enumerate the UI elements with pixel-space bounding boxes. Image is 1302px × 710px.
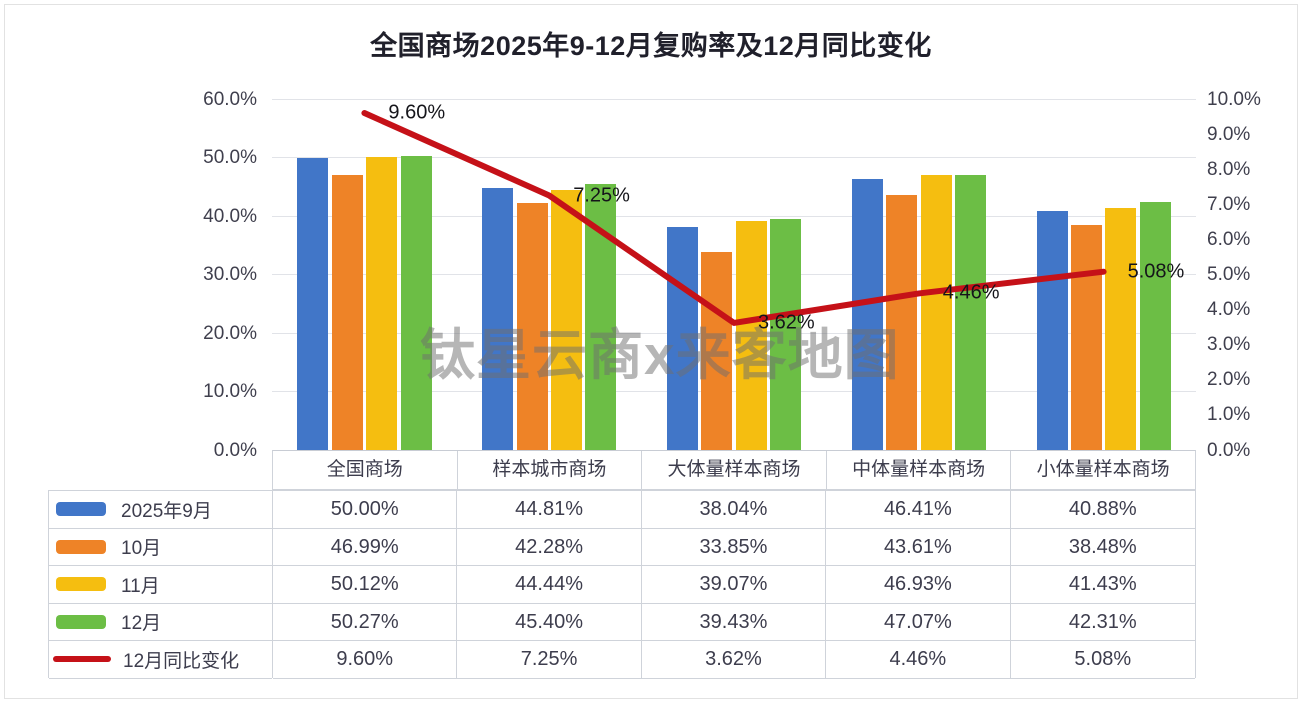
table-cell: 44.81% (457, 491, 642, 529)
table-cell: 50.00% (273, 491, 458, 529)
bar-12月-小体量样本商场 (1139, 202, 1171, 450)
left-axis-tick: 20.0% (203, 322, 257, 344)
table-cell: 50.27% (273, 603, 458, 641)
bar-12月-全国商场 (400, 155, 432, 450)
legend-item-12月: 12月 (49, 604, 272, 641)
line-data-label: 4.46% (942, 281, 1000, 304)
legend-label: 12月 (121, 613, 162, 635)
table-cell: 47.07% (826, 603, 1011, 641)
right-axis-tick: 3.0% (1207, 334, 1251, 356)
table-header-cell: 小体量样本商场 (1036, 459, 1170, 480)
table-header-cell: 大体量样本商场 (642, 451, 827, 489)
legend-label: 12月同比变化 (123, 650, 240, 672)
right-axis-tick: 6.0% (1207, 228, 1251, 250)
gridline (272, 332, 1196, 334)
left-axis-tick: 30.0% (203, 264, 257, 285)
table-cell: 33.85% (641, 528, 827, 566)
table-cell: 46.41% (826, 491, 1011, 529)
left-axis-tick: 10.0% (203, 381, 257, 402)
bar-2025年9月-全国商场 (297, 157, 329, 450)
watermark-text: 钛星云商x来客地图 (420, 324, 900, 386)
legend-line-key-icon (53, 656, 111, 663)
table-header-cell: 样本城市商场 (458, 451, 643, 489)
right-axis-tick: 10.0% (1207, 88, 1261, 110)
right-axis-tick: 2.0% (1207, 369, 1251, 391)
chart-title: 全国商场2025年9-12月复购率及12月同比变化 (370, 31, 932, 61)
right-axis-tick: 9.0% (1207, 123, 1251, 145)
legend-item-12月同比变化: 12月同比变化 (49, 641, 272, 679)
legend-label: 11月 (121, 575, 160, 597)
table-cell: 38.04% (641, 491, 827, 529)
table-cell: 46.93% (826, 566, 1011, 604)
bar-10月-全国商场 (331, 175, 363, 450)
legend-column: 2025年9月 10月 11月 12月 12月同比变化 (48, 490, 272, 679)
legend-swatch-icon (56, 502, 106, 517)
table-cell: 46.99% (273, 528, 458, 566)
right-axis-tick: 8.0% (1207, 158, 1251, 180)
table-cell: 44.44% (457, 566, 642, 604)
table-cell: 7.25% (457, 641, 642, 679)
left-axis-tick: 40.0% (203, 205, 257, 227)
line-data-label: 9.60% (388, 101, 446, 124)
table-header-cell: 中体量样本商场 (827, 451, 1012, 489)
right-axis-tick: 0.0% (1207, 439, 1251, 461)
table-cell: 40.88% (1010, 491, 1195, 529)
line-data-label: 5.08% (1127, 260, 1185, 283)
table-cell: 38.48% (1010, 529, 1195, 566)
table-cell: 41.43% (1010, 566, 1195, 604)
line-data-label: 7.25% (573, 184, 630, 207)
right-axis-tick: 1.0% (1207, 404, 1251, 426)
legend-item-11月: 11月 (49, 566, 272, 604)
left-axis-tick: 50.0% (203, 147, 257, 168)
table-cell: 42.28% (457, 528, 642, 566)
bar-10月-小体量样本商场 (1070, 224, 1102, 450)
table-cell: 39.07% (641, 566, 827, 604)
bar-11月-小体量样本商场 (1105, 207, 1137, 450)
legend-swatch-icon (56, 577, 106, 592)
legend-item-10月: 10月 (49, 529, 272, 566)
right-axis-tick: 5.0% (1207, 264, 1251, 285)
table-cell: 5.08% (1010, 641, 1195, 679)
table-cell: 50.12% (273, 566, 458, 604)
legend-label: 10月 (121, 538, 162, 560)
table-cell: 42.31% (1010, 604, 1195, 641)
table-cell: 4.46% (826, 641, 1011, 679)
line-data-label: 3.62% (758, 311, 815, 334)
table-header-row: 全国商场 样本城市商场 大体量样本商场 中体量样本商场 小体量样本商场 (272, 450, 1196, 490)
table-cell: 3.62% (641, 641, 827, 679)
left-axis-tick: 0.0% (213, 439, 257, 461)
legend-item-2025年9月: 2025年9月 (49, 491, 272, 529)
table-cell: 45.40% (457, 603, 642, 641)
table-values-grid: 50.00% 44.81% 38.04% 46.41% 40.88% 46.99% 42.2… (272, 490, 1196, 679)
legend-label: 2025年9月 (121, 500, 212, 522)
table-cell: 43.61% (826, 528, 1011, 566)
legend-swatch-icon (56, 614, 106, 629)
left-axis-tick: 60.0% (203, 88, 257, 110)
table-header-cell: 全国商场 (273, 451, 458, 489)
gridline (272, 98, 1196, 100)
bar-2025年9月-小体量样本商场 (1036, 210, 1068, 450)
right-axis-tick: 7.0% (1207, 193, 1251, 215)
bar-11月-全国商场 (366, 156, 398, 450)
right-axis-tick: 4.0% (1207, 299, 1251, 321)
gridline (272, 391, 1196, 392)
legend-swatch-icon (56, 539, 106, 554)
table-cell: 39.43% (641, 603, 827, 641)
table-cell: 9.60% (273, 641, 458, 679)
